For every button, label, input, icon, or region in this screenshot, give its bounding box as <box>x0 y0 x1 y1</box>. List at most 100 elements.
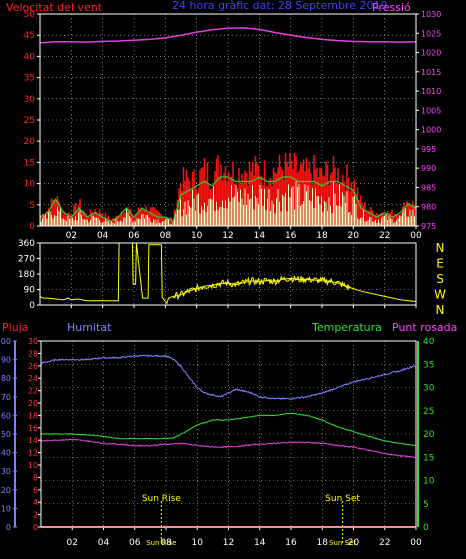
bot-ytick-left1-label: 80 <box>1 374 11 383</box>
bot-ytick-left2-label: 30 <box>28 337 38 346</box>
top-ytick-left-label: 5 <box>29 201 35 211</box>
top-ytick-right-label: 990 <box>421 164 436 173</box>
top-ytick-left-label: 10 <box>24 180 36 190</box>
bot-xtick-label: 06 <box>129 538 141 548</box>
mid-ytick-label: 0 <box>29 301 35 311</box>
bot-ytick-left2-label: 6 <box>33 486 38 495</box>
bot-ytick-right-label: 20 <box>423 430 435 440</box>
bot-ytick-left2-label: 24 <box>28 374 38 383</box>
bot-ytick-left1-label: 20 <box>1 486 11 495</box>
bot-xtick-label: 20 <box>348 538 360 548</box>
bot-ytick-left2-label: 0 <box>33 523 38 532</box>
sun-marker-label: Sun Rise <box>142 494 181 504</box>
bot-ytick-right-label: 35 <box>423 360 434 370</box>
bot-ytick-left1-label: 100 <box>0 337 11 346</box>
bot-ytick-left2-label: 22 <box>28 387 38 396</box>
bot-xtick-label: 16 <box>285 538 297 548</box>
mid-ytick-label: 90 <box>24 286 36 296</box>
top-xtick-label: 04 <box>97 231 109 241</box>
humidity-title: Humitat <box>67 321 112 334</box>
bot-ytick-left1-label: 50 <box>1 430 11 439</box>
bot-ytick-right-label: 0 <box>423 523 429 533</box>
bot-xtick-label: 18 <box>317 538 329 548</box>
top-ytick-right-label: 1010 <box>421 87 441 96</box>
top-ytick-left-label: 30 <box>24 95 36 105</box>
bot-ytick-right-label: 30 <box>423 384 435 394</box>
rain-title: Pluja <box>2 321 28 334</box>
mid-frame <box>39 242 417 306</box>
bot-ytick-right-label: 25 <box>423 407 434 417</box>
mid-ytick-label: 270 <box>18 255 35 265</box>
top-xtick-label: 00 <box>410 231 422 241</box>
top-xtick-label: 14 <box>254 231 266 241</box>
rain-humidity-temperature-chart: 0510152025303540010203040506070809010002… <box>0 337 435 548</box>
wind-speed-title: Velocitat del vent <box>6 1 103 14</box>
bot-ytick-left2-label: 4 <box>33 498 38 507</box>
bot-ytick-left1-label: 90 <box>1 356 11 365</box>
bot-xtick-label: 04 <box>98 538 110 548</box>
bot-xtick-label: 08 <box>160 538 172 548</box>
top-ytick-left-label: 25 <box>24 116 35 126</box>
bot-ytick-left1-label: 40 <box>1 449 11 458</box>
bot-xtick-label: 02 <box>67 538 78 548</box>
bot-ytick-left2-label: 18 <box>28 411 38 420</box>
bot-ytick-left2-label: 14 <box>28 436 38 445</box>
sun-marker-axis-label: Sun Set <box>329 539 356 547</box>
dewpoint-line <box>40 438 416 459</box>
sun-marker-axis-label: Sun Rise <box>146 539 176 547</box>
compass-label: S <box>436 272 444 286</box>
top-xtick-label: 22 <box>379 231 390 241</box>
bot-ytick-right-label: 40 <box>423 337 435 347</box>
top-xtick-label: 10 <box>191 231 203 241</box>
bot-ytick-left1-label: 0 <box>6 523 11 532</box>
wind-direction-line <box>39 242 417 305</box>
top-frame <box>39 13 417 227</box>
bot-ytick-left1-label: 70 <box>1 393 11 402</box>
temperature-title: Temperatura <box>311 321 382 334</box>
top-xtick-label: 18 <box>316 231 328 241</box>
compass-label: N <box>436 241 445 255</box>
bot-xtick-label: 22 <box>379 538 390 548</box>
wind-pressure-chart: 0510152025303540455097598098599099510001… <box>24 10 442 241</box>
chart-title: 24 hora gràfic dat: 28 Septembre 2019 <box>172 0 387 12</box>
top-ytick-right-label: 985 <box>421 183 436 192</box>
bot-ytick-right-label: 15 <box>423 453 434 463</box>
bot-xtick-label: 12 <box>223 538 234 548</box>
top-ytick-left-label: 15 <box>24 158 35 168</box>
top-ytick-left-label: 50 <box>24 10 36 20</box>
bot-ytick-left2-label: 26 <box>28 362 38 371</box>
top-ytick-right-label: 1000 <box>421 126 441 135</box>
top-ytick-left-label: 40 <box>24 52 36 62</box>
humidity-line <box>40 354 416 400</box>
compass-label: E <box>436 257 444 271</box>
wind-average-line <box>39 176 417 223</box>
bot-ytick-left2-label: 8 <box>33 473 38 482</box>
top-ytick-right-label: 1030 <box>421 10 441 19</box>
compass-label: N <box>436 303 445 317</box>
bot-ytick-right-label: 10 <box>423 477 435 487</box>
bot-ytick-left2-label: 20 <box>28 399 38 408</box>
temperature-line <box>40 412 416 447</box>
bot-ytick-left2-label: 2 <box>33 511 38 520</box>
top-xtick-label: 02 <box>66 231 77 241</box>
top-ytick-right-label: 1005 <box>421 106 441 115</box>
top-ytick-right-label: 995 <box>421 145 436 154</box>
bot-ytick-right-label: 5 <box>423 500 429 510</box>
bot-ytick-left2-label: 16 <box>28 424 38 433</box>
mid-ytick-label: 180 <box>18 270 35 280</box>
top-xtick-label: 20 <box>348 231 360 241</box>
top-ytick-left-label: 35 <box>24 74 35 84</box>
top-ytick-right-label: 1025 <box>421 29 441 38</box>
top-xtick-label: 06 <box>128 231 140 241</box>
top-ytick-right-label: 975 <box>421 222 436 231</box>
top-xtick-label: 16 <box>285 231 297 241</box>
sun-marker-label: Sun Set <box>325 494 360 504</box>
bot-ytick-left1-label: 60 <box>1 411 11 420</box>
pressure-line <box>39 27 417 44</box>
top-ytick-right-label: 1020 <box>421 49 441 58</box>
top-xtick-label: 08 <box>160 231 172 241</box>
bot-xtick-label: 10 <box>192 538 204 548</box>
